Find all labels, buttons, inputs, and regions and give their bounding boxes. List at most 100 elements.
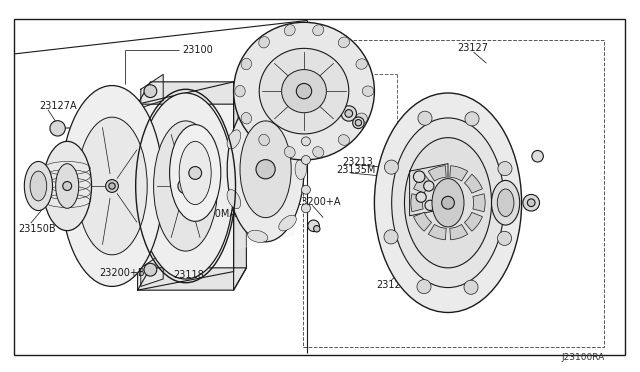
- Text: 23120MA: 23120MA: [191, 209, 237, 219]
- Text: 23200+B: 23200+B: [99, 269, 145, 278]
- Ellipse shape: [362, 86, 374, 96]
- Circle shape: [345, 110, 353, 117]
- Ellipse shape: [385, 160, 399, 174]
- Ellipse shape: [374, 93, 522, 312]
- Circle shape: [424, 181, 434, 191]
- Text: 23102: 23102: [242, 90, 273, 100]
- Ellipse shape: [301, 155, 310, 164]
- Ellipse shape: [339, 37, 349, 48]
- Ellipse shape: [464, 280, 478, 294]
- Ellipse shape: [498, 161, 512, 176]
- Text: 23150B: 23150B: [18, 224, 56, 234]
- Ellipse shape: [179, 141, 211, 205]
- Polygon shape: [138, 268, 246, 290]
- Circle shape: [527, 199, 535, 206]
- Text: 23120M: 23120M: [261, 140, 301, 149]
- Polygon shape: [141, 253, 163, 286]
- Wedge shape: [450, 224, 468, 240]
- Polygon shape: [138, 82, 234, 290]
- Wedge shape: [450, 166, 468, 181]
- Polygon shape: [234, 82, 246, 290]
- Text: 23109: 23109: [246, 189, 277, 199]
- Wedge shape: [411, 194, 423, 212]
- Circle shape: [341, 106, 356, 121]
- Ellipse shape: [301, 204, 310, 213]
- Ellipse shape: [56, 164, 79, 208]
- Ellipse shape: [138, 93, 234, 279]
- Ellipse shape: [30, 171, 47, 201]
- Circle shape: [425, 200, 435, 211]
- Ellipse shape: [301, 137, 310, 146]
- Circle shape: [355, 119, 362, 126]
- Ellipse shape: [492, 180, 520, 225]
- Ellipse shape: [234, 22, 374, 160]
- Circle shape: [416, 192, 426, 202]
- Ellipse shape: [284, 147, 295, 158]
- Circle shape: [189, 167, 202, 179]
- Ellipse shape: [465, 112, 479, 126]
- Wedge shape: [465, 174, 483, 193]
- Ellipse shape: [241, 112, 252, 124]
- Circle shape: [413, 171, 425, 182]
- Ellipse shape: [497, 189, 514, 217]
- Wedge shape: [428, 224, 446, 240]
- Ellipse shape: [61, 86, 163, 286]
- Polygon shape: [138, 82, 246, 104]
- Ellipse shape: [227, 190, 241, 209]
- Ellipse shape: [384, 230, 398, 244]
- Wedge shape: [413, 174, 431, 193]
- Wedge shape: [428, 166, 446, 181]
- Circle shape: [144, 263, 157, 276]
- Circle shape: [109, 183, 115, 189]
- Circle shape: [308, 220, 319, 231]
- Circle shape: [256, 160, 275, 179]
- Circle shape: [314, 225, 320, 232]
- Ellipse shape: [227, 130, 241, 149]
- Circle shape: [63, 182, 72, 190]
- Circle shape: [50, 121, 65, 136]
- Wedge shape: [473, 194, 485, 212]
- Ellipse shape: [77, 117, 147, 255]
- Circle shape: [353, 117, 364, 128]
- Text: 23100: 23100: [182, 45, 213, 55]
- Circle shape: [144, 85, 157, 97]
- Ellipse shape: [356, 59, 367, 69]
- Text: 23135M: 23135M: [336, 165, 376, 175]
- Text: 23127A: 23127A: [40, 101, 77, 111]
- Ellipse shape: [313, 147, 324, 157]
- Circle shape: [296, 83, 312, 99]
- Ellipse shape: [339, 135, 349, 145]
- Polygon shape: [237, 86, 294, 249]
- Ellipse shape: [417, 280, 431, 294]
- Text: 23200+A: 23200+A: [296, 197, 341, 206]
- Ellipse shape: [404, 138, 492, 268]
- Text: 23200: 23200: [323, 103, 354, 113]
- Ellipse shape: [432, 179, 464, 227]
- Text: 23213: 23213: [342, 157, 373, 167]
- Circle shape: [532, 151, 543, 162]
- Ellipse shape: [241, 58, 252, 70]
- Text: J23100RA: J23100RA: [561, 353, 605, 362]
- Ellipse shape: [282, 70, 326, 113]
- Polygon shape: [141, 74, 163, 108]
- Ellipse shape: [24, 161, 52, 211]
- Circle shape: [442, 196, 454, 209]
- Ellipse shape: [279, 108, 296, 123]
- Circle shape: [523, 195, 540, 211]
- Bar: [303, 40, 604, 347]
- Text: 23127: 23127: [458, 44, 488, 53]
- Ellipse shape: [284, 25, 295, 36]
- Text: 23124: 23124: [376, 280, 407, 289]
- Ellipse shape: [170, 125, 221, 221]
- Ellipse shape: [392, 118, 504, 288]
- Text: 23150: 23150: [91, 237, 122, 247]
- Ellipse shape: [235, 86, 245, 97]
- Ellipse shape: [295, 159, 307, 179]
- Circle shape: [178, 178, 193, 194]
- Polygon shape: [410, 164, 448, 216]
- Ellipse shape: [259, 134, 269, 146]
- Ellipse shape: [227, 97, 304, 242]
- Ellipse shape: [248, 96, 268, 108]
- Ellipse shape: [356, 113, 367, 124]
- Text: 23118: 23118: [173, 270, 204, 279]
